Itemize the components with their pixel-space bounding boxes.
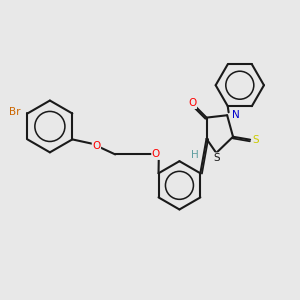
Text: O: O [188,98,196,109]
Text: H: H [191,150,199,160]
Text: O: O [152,149,160,159]
Text: O: O [92,141,101,151]
Text: S: S [213,153,220,163]
Text: S: S [253,135,259,145]
Text: Br: Br [10,107,21,117]
Text: N: N [232,110,240,120]
